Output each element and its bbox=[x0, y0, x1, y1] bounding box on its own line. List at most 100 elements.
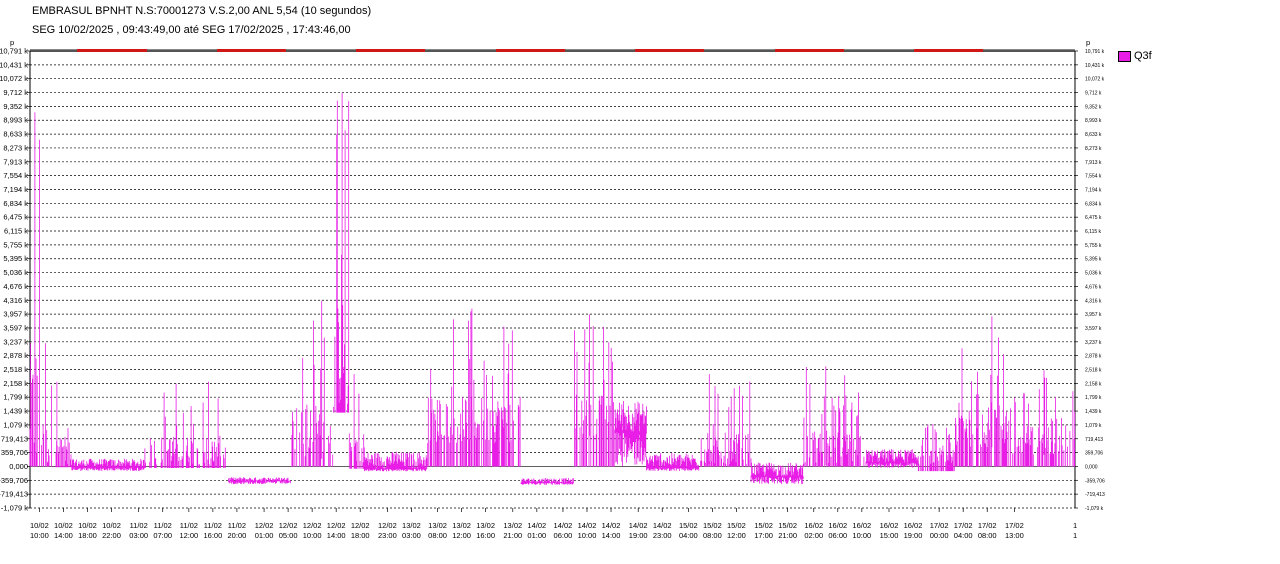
x-tick-label-date: 14/02 bbox=[653, 521, 672, 530]
series-segment-q3f bbox=[364, 451, 428, 472]
y-tick-label: 10,072 k bbox=[0, 74, 28, 83]
x-tick-label-time: 12:00 bbox=[179, 531, 198, 540]
y-tick-label-right: 3,597 k bbox=[1085, 326, 1102, 332]
y-tick-label: -1,079 k bbox=[1, 504, 28, 513]
x-tick-label-date: 16/02 bbox=[828, 521, 847, 530]
x-tick-label-time: 22:00 bbox=[102, 531, 121, 540]
x-tick-label-date: 10/02 bbox=[78, 521, 97, 530]
series-segment-q3f bbox=[42, 343, 52, 467]
y-tick-label-right: 359,706 bbox=[1085, 451, 1103, 457]
y-tick-label-right: 10,431 k bbox=[1085, 63, 1105, 69]
x-tick-label-time: 05:00 bbox=[279, 531, 298, 540]
y-tick-label: 5,755 k bbox=[3, 240, 28, 249]
y-axis-right: -1,079 k -719,413 -359,706 0,000 359,706 719,… bbox=[1075, 49, 1105, 512]
x-tick-label-time: 12:00 bbox=[727, 531, 746, 540]
y-tick-label: 10,431 k bbox=[0, 60, 28, 69]
y-tick-label-right: 8,993 k bbox=[1085, 118, 1102, 124]
x-tick-label-date: 10/02 bbox=[30, 521, 49, 530]
legend[interactable]: Q3f bbox=[1118, 50, 1152, 62]
x-tick-label-time: 19:00 bbox=[629, 531, 648, 540]
series-segment-q3f bbox=[917, 424, 955, 472]
y-tick-label: 7,194 k bbox=[3, 185, 28, 194]
x-tick-label-date: 11/02 bbox=[154, 521, 172, 530]
x-tick-label-time: 15:00 bbox=[880, 531, 899, 540]
series-segment-q3f bbox=[71, 458, 145, 471]
y-tick-label: 9,352 k bbox=[3, 102, 28, 111]
x-tick-label-date: 16/02 bbox=[904, 521, 923, 530]
y-tick-label-right: 719,413 bbox=[1085, 437, 1103, 443]
x-tick-label-time: 14:00 bbox=[602, 531, 621, 540]
x-tick-label-time: 18:00 bbox=[351, 531, 370, 540]
x-tick-label-date: 13/02 bbox=[503, 521, 522, 530]
y-tick-label-right: -719,413 bbox=[1085, 492, 1105, 498]
x-tick-label-time: 02:00 bbox=[804, 531, 823, 540]
y-tick-label-right: 5,395 k bbox=[1085, 257, 1102, 263]
series-segment-q3f bbox=[574, 314, 615, 467]
y-tick-label-right: 7,913 k bbox=[1085, 160, 1102, 166]
y-axis-unit-left: p bbox=[10, 38, 14, 47]
y-tick-label-right: 1,799 k bbox=[1085, 395, 1102, 401]
y-tick-label-right: 6,834 k bbox=[1085, 201, 1102, 207]
grid-lines bbox=[29, 49, 1076, 509]
x-tick-label-date: 12/02 bbox=[279, 521, 298, 530]
series-segment-q3f bbox=[802, 366, 865, 467]
x-tick-label-end: 1 bbox=[1073, 531, 1077, 540]
y-tick-label: 6,834 k bbox=[3, 199, 28, 208]
series-segment-q3f bbox=[614, 401, 647, 466]
y-tick-label-right: 10,072 k bbox=[1085, 77, 1105, 83]
y-tick-label: 8,993 k bbox=[3, 116, 28, 125]
y-tick-label: 359,706 bbox=[1, 448, 28, 457]
y-tick-label: 4,676 k bbox=[3, 282, 28, 291]
x-tick-label-date: 14/02 bbox=[578, 521, 597, 530]
y-tick-label-right: -1,079 k bbox=[1085, 506, 1104, 512]
x-tick-label-date: 14/02 bbox=[527, 521, 546, 530]
period-bar bbox=[496, 49, 566, 52]
y-tick-label: 4,316 k bbox=[3, 296, 28, 305]
x-tick-label-date: 12/02 bbox=[255, 521, 274, 530]
x-tick-label-date: 12/02 bbox=[327, 521, 346, 530]
x-tick-label-time: 16:00 bbox=[203, 531, 222, 540]
y-tick-label: 7,554 k bbox=[3, 171, 28, 180]
y-tick-label-right: 8,273 k bbox=[1085, 146, 1102, 152]
y-tick-label-right: 2,878 k bbox=[1085, 354, 1102, 360]
x-tick-label-date: 10/02 bbox=[102, 521, 121, 530]
series-segment-q3f bbox=[646, 453, 700, 471]
x-tick-label-time: 06:00 bbox=[828, 531, 847, 540]
y-tick-label-right: 0,000 bbox=[1085, 464, 1098, 470]
x-tick-label-date: 11/02 bbox=[228, 521, 246, 530]
chart-title-block: EMBRASUL BPNHT N.S:70001273 V.S.2,00 ANL… bbox=[32, 2, 371, 40]
y-tick-label-right: 4,316 k bbox=[1085, 298, 1102, 304]
x-tick-label-time: 20:00 bbox=[228, 531, 247, 540]
y-tick-label-right: -359,706 bbox=[1085, 478, 1105, 484]
x-tick-label-date: 14/02 bbox=[629, 521, 648, 530]
x-tick-label-time: 16:00 bbox=[476, 531, 495, 540]
series-segment-q3f bbox=[29, 112, 42, 467]
x-tick-label-date: 16/02 bbox=[804, 521, 823, 530]
x-tick-label-date: 13/02 bbox=[452, 521, 471, 530]
y-tick-label: 2,518 k bbox=[3, 365, 28, 374]
x-tick-label-time: 14:00 bbox=[54, 531, 73, 540]
period-bar bbox=[914, 49, 984, 52]
x-tick-label-time: 08:00 bbox=[978, 531, 997, 540]
series-segment-q3f bbox=[750, 462, 804, 485]
x-tick-label-date: 17/02 bbox=[954, 521, 973, 530]
series-segment-q3f bbox=[1011, 370, 1076, 467]
y-tick-label-right: 8,633 k bbox=[1085, 132, 1102, 138]
legend-label-q3f: Q3f bbox=[1134, 50, 1152, 62]
x-tick-label-time: 10:00 bbox=[30, 531, 49, 540]
x-tick-label-time: 23:00 bbox=[653, 531, 672, 540]
period-bar bbox=[217, 49, 287, 52]
y-tick-label-right: 4,676 k bbox=[1085, 284, 1102, 290]
y-tick-label-right: 9,712 k bbox=[1085, 91, 1102, 97]
x-tick-label-time: 13:00 bbox=[1005, 531, 1024, 540]
x-tick-label-date: 17/02 bbox=[978, 521, 997, 530]
y-tick-label-right: 7,194 k bbox=[1085, 187, 1102, 193]
x-tick-label-date: 13/02 bbox=[428, 521, 447, 530]
x-tick-label-date: 15/02 bbox=[679, 521, 698, 530]
x-tick-label-date: 12/02 bbox=[378, 521, 397, 530]
y-tick-label: 3,957 k bbox=[3, 310, 28, 319]
x-tick-label-time: 17:00 bbox=[754, 531, 773, 540]
series-segment-q3f bbox=[228, 477, 291, 485]
x-tick-label-date: 15/02 bbox=[727, 521, 746, 530]
